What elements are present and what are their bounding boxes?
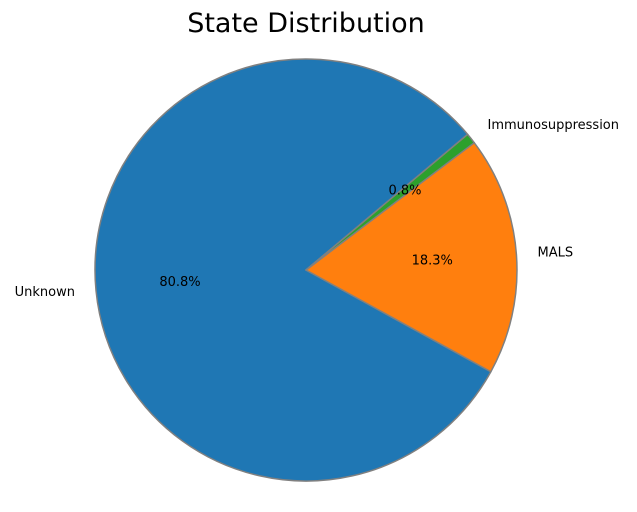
- pie-labels: Unknown 80.8% MALS 18.3% Immunosuppression 0.…: [15, 118, 619, 300]
- pct-label-unknown: 80.8%: [159, 275, 200, 290]
- pct-label-immunosuppression: 0.8%: [388, 184, 421, 199]
- pie-slices: [94, 58, 518, 482]
- slice-label-immunosuppression: Immunosuppression: [487, 118, 619, 133]
- pie-slice-mals: [305, 141, 518, 373]
- pie-slice-immunosuppression: [305, 133, 476, 271]
- slice-label-unknown: Unknown: [15, 285, 75, 300]
- chart-title: State Distribution: [187, 8, 425, 39]
- pie-slice-unknown: [94, 58, 492, 482]
- pct-label-mals: 18.3%: [412, 253, 453, 268]
- slice-label-mals: MALS: [537, 246, 573, 261]
